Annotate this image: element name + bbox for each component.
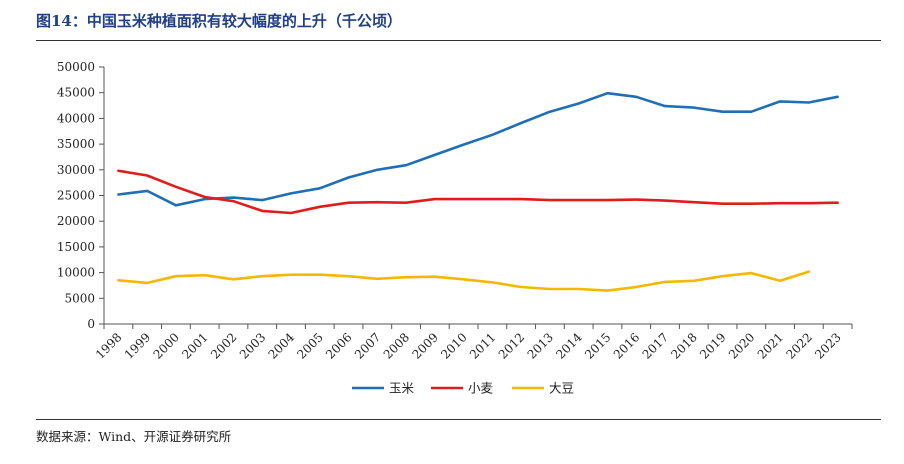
series-line-0 bbox=[117, 91, 839, 207]
x-tick-label: 2007 bbox=[352, 330, 383, 361]
line-chart: 0 5000 10000 15000 20000 25000 30000 35000 40000… bbox=[57, 60, 853, 396]
x-tick-label: 1999 bbox=[122, 330, 153, 361]
bottom-rule bbox=[36, 419, 881, 420]
x-tick-label: 2016 bbox=[611, 330, 642, 361]
x-tick-label: 2023 bbox=[812, 330, 843, 361]
series-line-1 bbox=[117, 169, 839, 215]
x-tick-label: 2012 bbox=[496, 330, 527, 361]
x-tick-label: 2013 bbox=[525, 330, 556, 361]
legend: 玉米 小麦 大豆 bbox=[352, 381, 574, 396]
x-tick-label: 2000 bbox=[151, 330, 182, 361]
legend-label-2: 大豆 bbox=[549, 381, 574, 396]
y-tick-label: 0 bbox=[87, 317, 95, 331]
y-tick-label: 15000 bbox=[57, 240, 95, 254]
top-rule bbox=[36, 40, 881, 41]
x-tick-label: 2002 bbox=[208, 330, 239, 361]
x-tick-label: 2003 bbox=[237, 330, 268, 361]
legend-label-1: 小麦 bbox=[468, 381, 494, 396]
x-axis-ticks: 1998199920002001200220032004200520062007… bbox=[93, 324, 853, 362]
x-tick-label: 2019 bbox=[697, 330, 728, 361]
y-tick-label: 30000 bbox=[57, 163, 95, 177]
x-tick-label: 2005 bbox=[294, 330, 325, 361]
x-tick-label: 2001 bbox=[179, 330, 210, 361]
x-tick-label: 2009 bbox=[409, 330, 440, 361]
x-tick-label: 2021 bbox=[755, 330, 786, 361]
y-tick-label: 45000 bbox=[57, 86, 95, 100]
data-source-note: 数据来源：Wind、开源证券研究所 bbox=[36, 429, 232, 444]
x-tick-label: 2006 bbox=[323, 330, 354, 361]
y-axis-ticks: 0 5000 10000 15000 20000 25000 30000 35000 40000… bbox=[57, 60, 104, 331]
y-tick-label: 40000 bbox=[57, 111, 95, 125]
figure-title: 图14：中国玉米种植面积有较大幅度的上升（千公顷） bbox=[36, 12, 402, 30]
x-tick-label: 2020 bbox=[726, 330, 757, 361]
y-tick-label: 50000 bbox=[57, 60, 95, 74]
x-tick-label: 2017 bbox=[640, 330, 671, 361]
y-tick-label: 5000 bbox=[64, 291, 95, 305]
x-tick-label: 2011 bbox=[467, 330, 498, 361]
legend-label-0: 玉米 bbox=[389, 381, 415, 396]
series-line-2 bbox=[117, 270, 811, 292]
x-tick-label: 2018 bbox=[668, 330, 699, 361]
y-tick-label: 25000 bbox=[57, 189, 95, 203]
chart-axes bbox=[103, 67, 852, 325]
y-tick-label: 10000 bbox=[57, 266, 95, 280]
x-tick-label: 2022 bbox=[783, 330, 814, 361]
x-tick-label: 2004 bbox=[266, 330, 298, 362]
y-tick-label: 35000 bbox=[57, 137, 95, 151]
x-tick-label: 1998 bbox=[93, 330, 124, 361]
series-lines bbox=[117, 91, 839, 292]
x-tick-label: 2014 bbox=[553, 330, 585, 362]
x-tick-label: 2015 bbox=[582, 330, 613, 361]
x-tick-label: 2010 bbox=[438, 330, 469, 361]
y-tick-label: 20000 bbox=[57, 214, 95, 228]
x-tick-label: 2008 bbox=[381, 330, 412, 361]
